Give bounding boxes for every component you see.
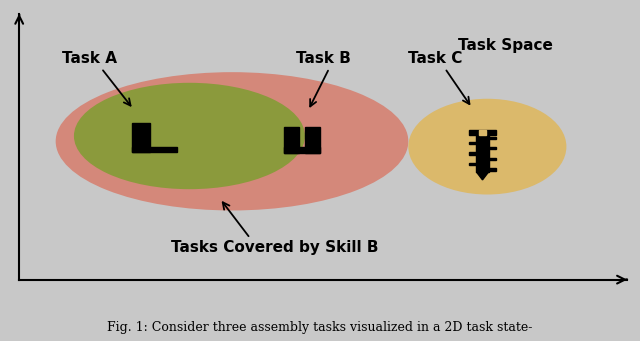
Bar bbox=[479, 130, 486, 135]
Bar bbox=[488, 158, 496, 160]
Text: Task B: Task B bbox=[296, 51, 351, 66]
Bar bbox=[488, 168, 496, 170]
Polygon shape bbox=[476, 172, 488, 180]
Bar bbox=[284, 147, 320, 153]
Text: Task Space: Task Space bbox=[458, 38, 553, 53]
Bar bbox=[488, 147, 496, 149]
Bar bbox=[469, 163, 476, 165]
Text: Fig. 1: Consider three assembly tasks visualized in a 2D task state-: Fig. 1: Consider three assembly tasks vi… bbox=[108, 321, 532, 334]
Bar bbox=[132, 147, 177, 152]
Bar bbox=[469, 142, 476, 144]
Ellipse shape bbox=[56, 72, 408, 210]
Bar bbox=[476, 133, 488, 172]
Text: Tasks Covered by Skill B: Tasks Covered by Skill B bbox=[171, 240, 378, 255]
Text: Task C: Task C bbox=[408, 51, 463, 66]
Text: Task A: Task A bbox=[61, 51, 116, 66]
Ellipse shape bbox=[408, 99, 566, 194]
Bar bbox=[305, 127, 320, 153]
Bar bbox=[284, 127, 299, 153]
Bar bbox=[488, 136, 496, 139]
Bar bbox=[469, 152, 476, 154]
Ellipse shape bbox=[74, 83, 305, 189]
Bar bbox=[132, 123, 150, 152]
Bar bbox=[469, 130, 496, 135]
